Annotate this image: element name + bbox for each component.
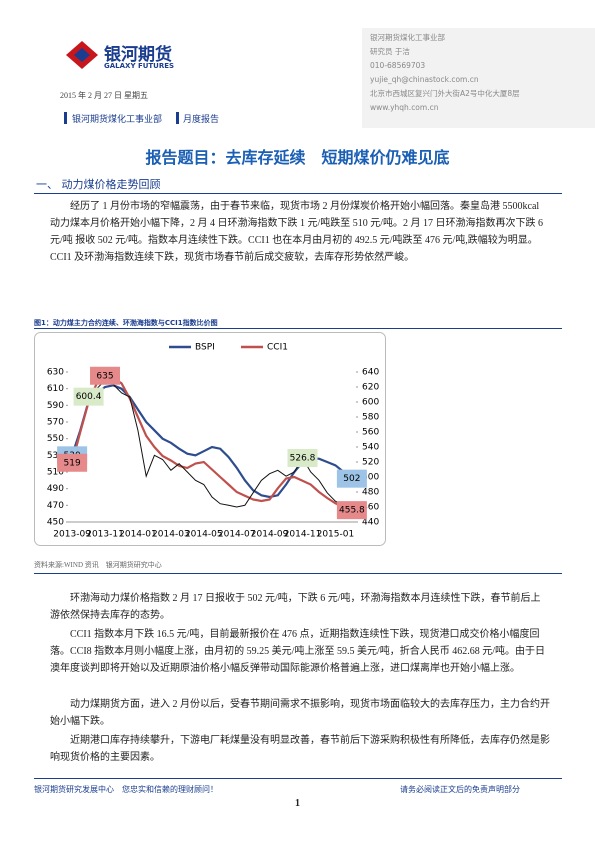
data-label-box xyxy=(336,469,367,488)
y2-tick-label: 640 xyxy=(362,368,379,378)
paragraph: 近期港口库存持续攀升，下游电厂耗煤量没有明显改善，春节前后下游采购积极性有所降低… xyxy=(50,735,550,763)
y-tick-label: 530 xyxy=(47,451,64,461)
y2-tick-label: 540 xyxy=(362,443,379,453)
bar xyxy=(64,112,67,124)
contact-website: www.yhqh.com.cn xyxy=(370,103,439,112)
contact-department: 银河期货煤化工事业部 xyxy=(370,33,445,42)
data-label: 455.8 xyxy=(339,506,365,516)
x-tick-label: 2015-01 xyxy=(317,530,355,540)
bar xyxy=(176,112,179,124)
paragraph: CCI1 指数本月下跌 16.5 元/吨，目前最新报价在 476 点，近期指数连… xyxy=(50,629,546,674)
y2-tick-label: 560 xyxy=(362,428,379,438)
x-tick-label: 2014-03 xyxy=(152,530,190,540)
series-line xyxy=(88,379,353,508)
x-tick-label: 2014-05 xyxy=(185,530,223,540)
data-label-box xyxy=(336,501,367,520)
legend-label: CCI1 xyxy=(267,343,288,353)
report-type: 月度报告 xyxy=(183,115,220,125)
chart: 4504704905105305505705906106304404604805… xyxy=(34,332,386,546)
data-label: 600.4 xyxy=(76,392,102,402)
rule xyxy=(34,778,562,779)
y2-tick-label: 520 xyxy=(362,458,379,468)
y2-tick-label: 580 xyxy=(362,413,379,423)
data-label: 519 xyxy=(64,458,81,468)
report-title: 报告题目：去库存延续 短期煤价仍难见底 xyxy=(145,148,450,167)
section-heading: 一、 动力煤价格走势回顾 xyxy=(36,178,161,191)
x-tick-label: 2013-09 xyxy=(53,530,91,540)
data-label: 526.8 xyxy=(290,454,316,464)
y-tick-label: 630 xyxy=(47,368,64,378)
rule xyxy=(34,328,562,329)
y-tick-label: 610 xyxy=(47,384,64,394)
paragraph: 经历了 1 月份市场的窄幅震荡，由于春节来临，现货市场 2 月份煤炭价格开始小幅… xyxy=(50,201,544,263)
paragraph: 动力煤期货方面，进入 2 月份以后，受春节期间需求不振影响，现货市场面临较大的去… xyxy=(50,699,550,727)
rule xyxy=(34,193,562,194)
chart-frame xyxy=(34,332,386,546)
data-label-box xyxy=(57,453,88,472)
y2-tick-label: 600 xyxy=(362,398,379,408)
contact-address: 北京市西城区复兴门外大街A2号中化大厦8层 xyxy=(370,89,520,98)
y2-tick-label: 460 xyxy=(362,503,379,513)
figure-caption: 图1：动力煤主力合约连续、环渤海指数与CCI1指数比价图 xyxy=(34,319,218,327)
department: 银河期货煤化工事业部 xyxy=(72,115,163,125)
footer-right: 请务必阅读正文后的免责声明部分 xyxy=(400,785,520,794)
y-tick-label: 490 xyxy=(47,484,64,494)
logo-mark xyxy=(66,41,98,69)
paragraph: 环渤海动力煤价格指数 2 月 17 日报收于 502 元/吨，下跌 6 元/吨，… xyxy=(50,593,541,621)
legend-label: BSPI xyxy=(195,343,215,353)
y2-tick-label: 500 xyxy=(362,473,379,483)
y-tick-label: 590 xyxy=(47,401,64,411)
figure-source: 资料来源:WIND 资讯 银河期货研究中心 xyxy=(34,561,162,569)
data-label-box xyxy=(90,366,121,385)
contact-researcher: 研究员 于洁 xyxy=(370,47,410,56)
data-label-box xyxy=(73,387,104,406)
x-tick-label: 2014-01 xyxy=(119,530,157,540)
y-tick-label: 570 xyxy=(47,418,64,428)
x-tick-label: 2014-09 xyxy=(251,530,289,540)
footer-left: 银河期货研究发展中心 您忠实和信赖的理财顾问！ xyxy=(34,785,218,794)
contact-email: yujie_qh@chinastock.com.cn xyxy=(370,75,479,84)
y2-tick-label: 620 xyxy=(362,383,379,393)
contact-box: 银河期货煤化工事业部 研究员 于洁 010-68569703 yujie_qh@… xyxy=(362,28,595,128)
contact-phone: 010-68569703 xyxy=(370,61,426,70)
y-tick-label: 450 xyxy=(47,518,64,528)
page-number: 1 xyxy=(295,798,300,809)
data-label: 502 xyxy=(343,474,360,484)
data-label: 635 xyxy=(96,371,113,381)
x-tick-label: 2013-11 xyxy=(86,530,124,540)
y2-tick-label: 440 xyxy=(362,518,379,528)
rule xyxy=(34,573,562,574)
y-tick-label: 510 xyxy=(47,468,64,478)
data-label-box xyxy=(287,449,318,467)
x-tick-label: 2014-11 xyxy=(284,530,322,540)
x-tick-label: 2014-07 xyxy=(218,530,256,540)
y-tick-label: 550 xyxy=(47,434,64,444)
logo-subtext: GALAXY FUTURES xyxy=(104,62,175,70)
y-tick-label: 470 xyxy=(47,501,64,511)
y2-tick-label: 480 xyxy=(362,488,379,498)
report-date: 2015 年 2 月 27 日 星期五 xyxy=(60,91,148,100)
logo-text: 银河期货 xyxy=(104,45,172,65)
